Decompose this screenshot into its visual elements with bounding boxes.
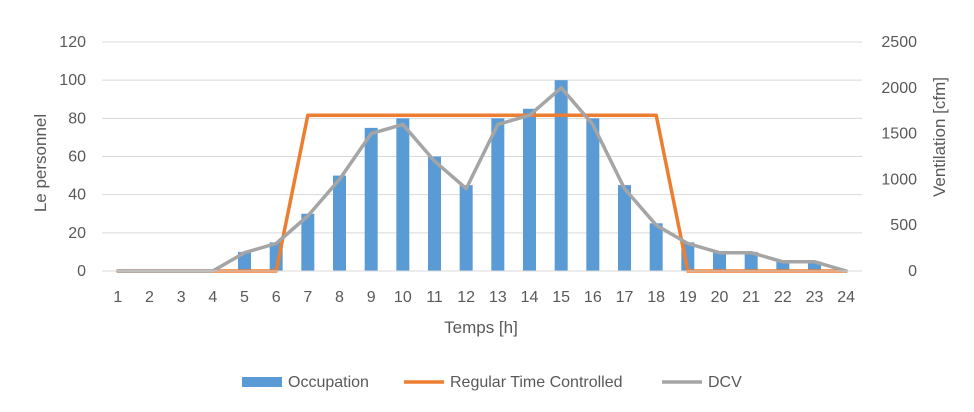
x-tick-label: 22 xyxy=(774,289,792,306)
left-tick-label: 60 xyxy=(68,149,86,166)
x-tick-label: 20 xyxy=(711,289,729,306)
occupation-bar xyxy=(808,261,821,271)
occupation-bar xyxy=(396,118,410,271)
occupation-bar xyxy=(301,213,315,271)
occupation-bar xyxy=(744,251,758,271)
x-tick-label: 10 xyxy=(394,289,412,306)
occupation-bar xyxy=(238,251,251,271)
x-tick-label: 3 xyxy=(177,289,186,306)
occupation-bar xyxy=(554,80,568,272)
legend-label: Occupation xyxy=(288,374,369,391)
right-tick-label: 2000 xyxy=(881,80,917,97)
x-tick-label: 19 xyxy=(679,289,697,306)
x-tick-label: 24 xyxy=(837,289,855,306)
x-tick-label: 13 xyxy=(489,289,507,306)
left-tick-label: 120 xyxy=(59,34,86,51)
occupation-bar xyxy=(713,251,726,271)
occupation-bar xyxy=(491,118,505,271)
x-tick-label: 18 xyxy=(647,289,665,306)
x-tick-label: 12 xyxy=(457,289,475,306)
occupation-bars xyxy=(238,80,821,272)
left-tick-label: 80 xyxy=(68,110,86,127)
x-tick-label: 8 xyxy=(335,289,344,306)
x-tick-label: 23 xyxy=(806,289,824,306)
left-tick-label: 100 xyxy=(59,72,86,89)
legend-label: Regular Time Controlled xyxy=(450,374,623,391)
regular-time-controlled-line xyxy=(116,113,848,273)
right-axis-title: Ventilation [cfm] xyxy=(930,77,949,197)
x-tick-label: 21 xyxy=(742,289,760,306)
occupation-bar xyxy=(776,261,790,271)
legend-swatch xyxy=(242,377,282,387)
occupation-bar xyxy=(364,127,378,271)
legend-label: DCV xyxy=(708,374,742,391)
occupation-bar xyxy=(649,223,663,271)
x-tick-label: 14 xyxy=(521,289,539,306)
dcv-line xyxy=(116,86,848,273)
x-tick-label: 7 xyxy=(303,289,312,306)
left-tick-label: 0 xyxy=(77,263,86,280)
x-axis-title: Temps [h] xyxy=(444,318,518,337)
left-axis-title: Le personnel xyxy=(31,114,50,212)
left-tick-label: 40 xyxy=(68,187,86,204)
left-tick-label: 20 xyxy=(68,225,86,242)
occupation-bar xyxy=(459,185,473,271)
occupation-bar xyxy=(586,118,600,271)
occupation-bar xyxy=(333,175,346,271)
x-tick-label: 1 xyxy=(113,289,122,306)
x-tick-label: 16 xyxy=(584,289,602,306)
occupation-bar xyxy=(523,108,536,272)
right-tick-label: 500 xyxy=(890,217,917,234)
right-tick-label: 0 xyxy=(908,263,917,280)
series-lines xyxy=(116,86,848,273)
legend: Occupation Regular Time Controlled DCV xyxy=(242,374,742,391)
occupation-bar xyxy=(618,185,631,271)
x-tick-label: 15 xyxy=(552,289,570,306)
x-tick-label: 11 xyxy=(426,289,443,306)
legend-item: Regular Time Controlled xyxy=(404,374,623,391)
right-tick-label: 1000 xyxy=(881,171,917,188)
gridlines xyxy=(102,41,862,234)
x-tick-label: 4 xyxy=(208,289,217,306)
x-tick-label: 2 xyxy=(145,289,154,306)
x-tick-label: 6 xyxy=(272,289,281,306)
right-tick-label: 2500 xyxy=(881,34,917,51)
legend-item: Occupation xyxy=(242,374,369,391)
x-tick-label: 9 xyxy=(367,289,376,306)
legend-item: DCV xyxy=(662,374,742,391)
right-tick-label: 1500 xyxy=(881,126,917,143)
occupation-bar xyxy=(428,156,441,271)
x-tick-label: 5 xyxy=(240,289,249,306)
x-tick-label: 17 xyxy=(616,289,634,306)
